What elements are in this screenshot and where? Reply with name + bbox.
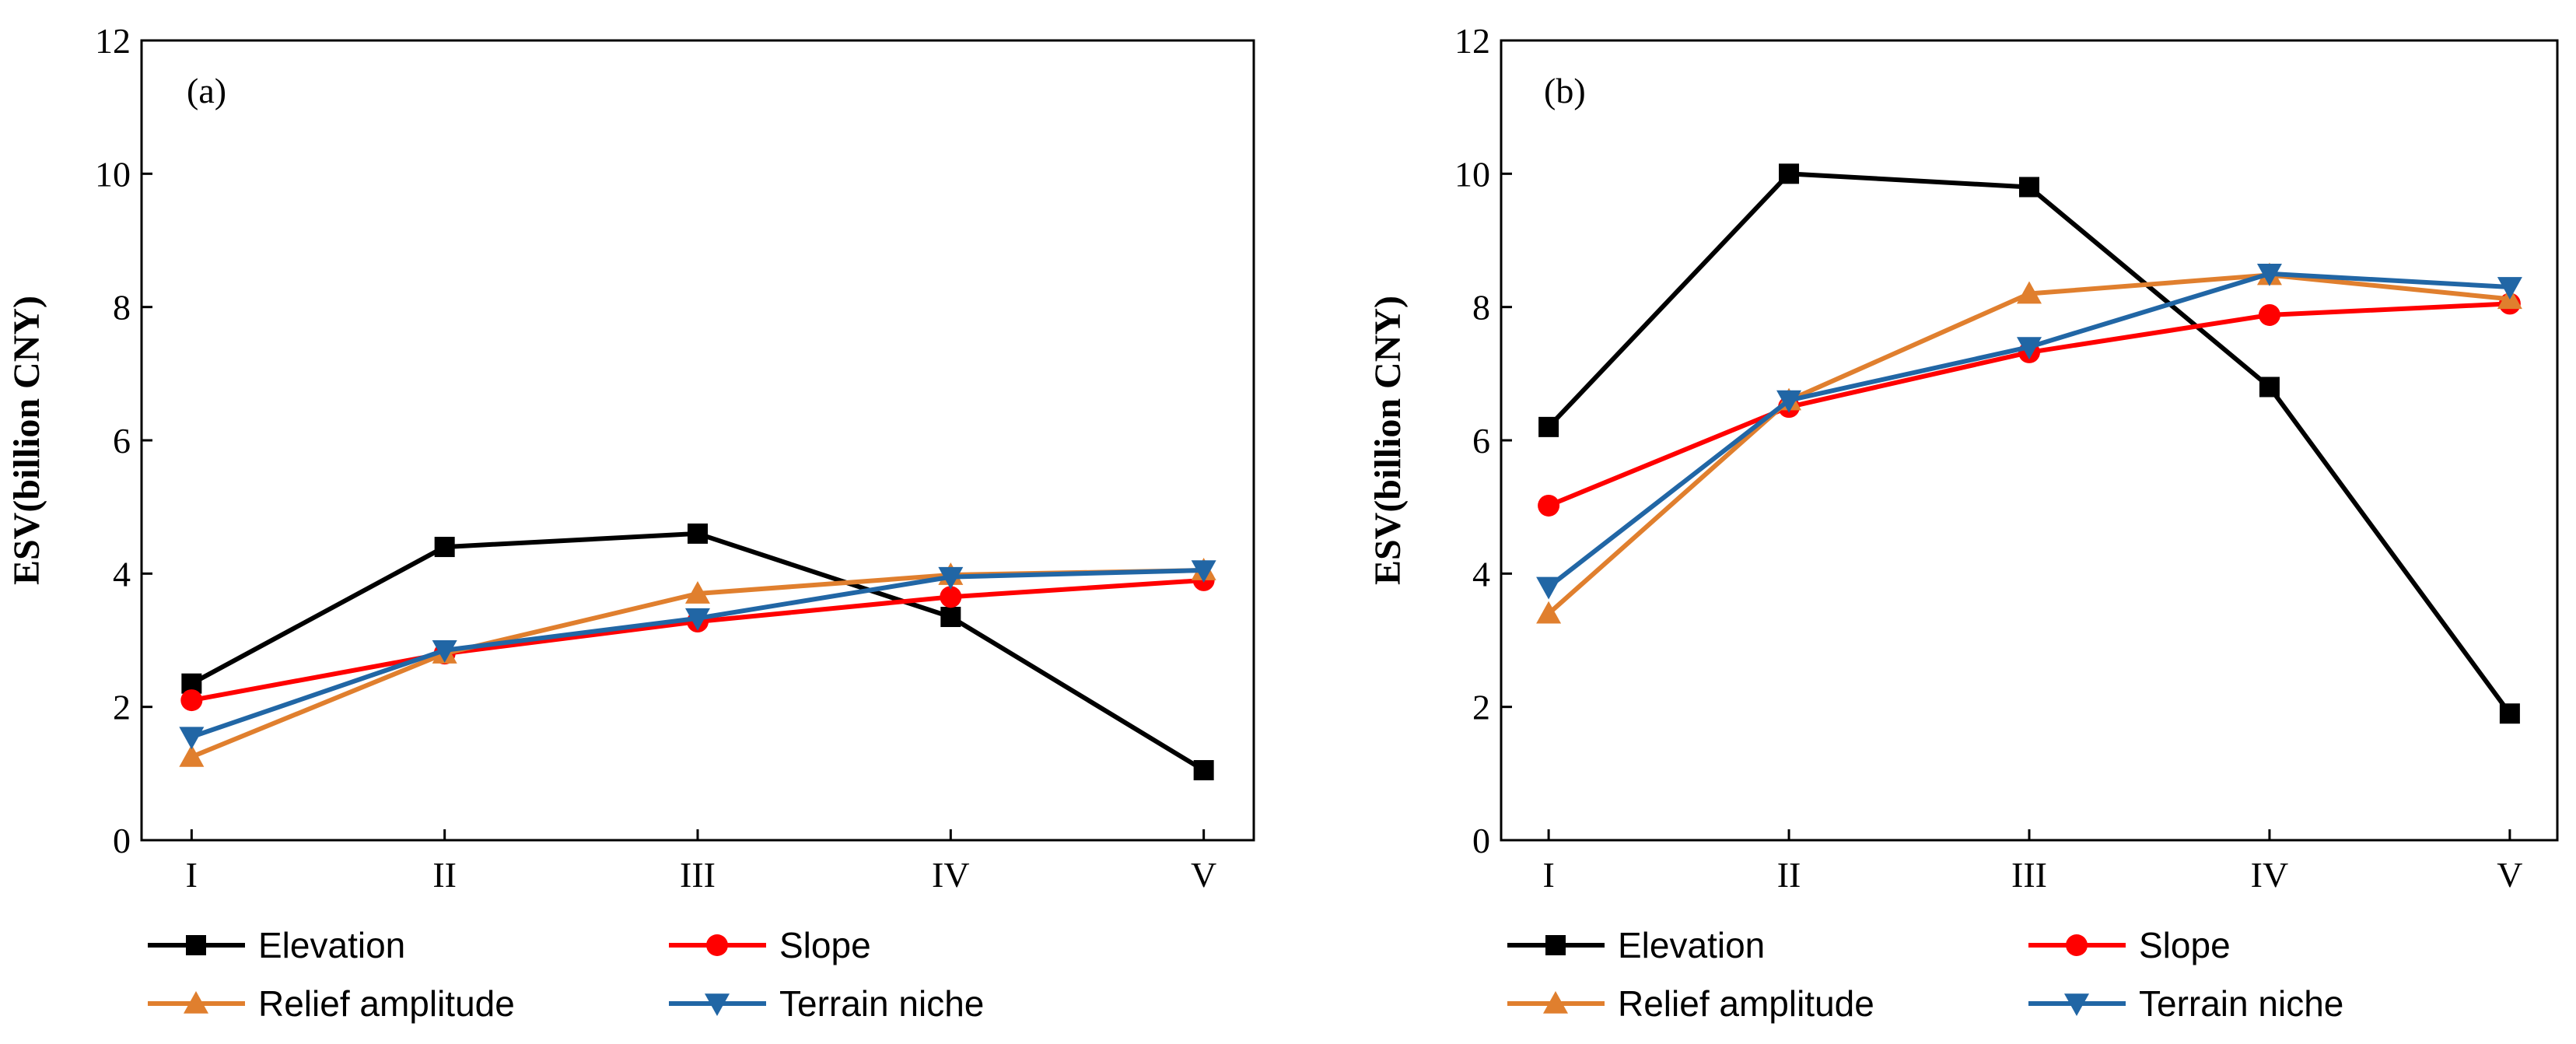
panel-a-series-terrain-niche-point: [179, 727, 205, 750]
panel-a-legend-elevation: Elevation: [148, 925, 405, 965]
panel-a-series-elevation-point: [434, 537, 455, 558]
panel-a-y-tick-label: 10: [95, 154, 131, 194]
panel-b-legend-elevation-label: Elevation: [1618, 925, 1765, 965]
panel-a-series-terrain-niche-point: [938, 566, 964, 590]
panel-a-legend-terrain-niche-label: Terrain niche: [779, 983, 984, 1024]
panel-a-y-tick-label: 6: [113, 421, 131, 461]
panel-b-y-tick-label: 0: [1472, 821, 1490, 860]
panel-b-series-terrain-niche-point: [2497, 277, 2522, 300]
panel-b-legend-relief-amplitude-swatch-marker: [1543, 991, 1568, 1014]
panel-a-legend-terrain-niche: Terrain niche: [669, 983, 984, 1024]
panel-b-legend-slope: Slope: [2028, 925, 2231, 965]
panel-a-x-tick-label: I: [186, 855, 198, 895]
panel-b-series-terrain-niche-point: [2256, 264, 2282, 286]
panel-a-legend-elevation-swatch-marker: [186, 935, 206, 955]
panel-b-series-elevation-point: [2499, 703, 2520, 724]
panel-b-plot-frame: [1500, 39, 2559, 842]
panel-b-series-elevation: [1538, 163, 2520, 724]
panel-b-y-tick-label: 12: [1454, 21, 1490, 61]
panel-b-series-terrain-niche-point: [1776, 390, 1802, 413]
panel-b-series-elevation-point: [1779, 163, 1800, 184]
panel-a-x-tick-label: V: [1191, 855, 1216, 895]
panel-b-series-slope-point: [2258, 303, 2280, 326]
panel-a-plot-frame: [140, 39, 1255, 842]
panel-a-legend-slope-label: Slope: [779, 925, 871, 965]
panel-a-series-elevation-point: [688, 523, 708, 544]
panel-a-x-tick-label: IV: [932, 855, 970, 895]
panel-b-legend-slope-label: Slope: [2139, 925, 2231, 965]
panel-a-y-tick-label: 12: [95, 21, 131, 61]
panel-a-legend-terrain-niche-swatch-marker: [705, 993, 730, 1016]
panel-a-series-elevation-point: [940, 607, 961, 628]
panel-b-y-tick-label: 2: [1472, 688, 1490, 727]
panel-b-legend: Elevation Slope Relief amplitude Terrain ni…: [1507, 925, 2343, 1024]
panel-b-x-tick-label: V: [2497, 855, 2522, 895]
panel-b-legend-slope-swatch-marker: [2066, 934, 2088, 956]
panel-a-legend-relief-amplitude: Relief amplitude: [148, 983, 515, 1024]
panel-b-legend-terrain-niche-label: Terrain niche: [2139, 983, 2343, 1024]
panel-b-y-axis-title: ESV(billion CNY): [1367, 296, 1409, 585]
panel-b-y-tick-label: 8: [1472, 288, 1490, 328]
panel-b-series-terrain-niche-point: [1536, 576, 1562, 600]
panel-b-x-tick-label: II: [1777, 855, 1801, 895]
panel-a-panel-label: (a): [187, 71, 226, 110]
panel-b-series-elevation-point: [1538, 416, 1559, 437]
panel-b-series-elevation-point: [2259, 377, 2280, 398]
panel-b-x-tick-label: III: [2011, 855, 2047, 895]
panel-b-y-tick-label: 10: [1454, 154, 1490, 194]
panel-a-legend: Elevation Slope Relief amplitude Terrain ni…: [148, 925, 984, 1024]
panel-a-legend-elevation-label: Elevation: [258, 925, 405, 965]
panel-b-series-relief-amplitude: [1536, 262, 2522, 624]
panel-b-x-tick-label: IV: [2251, 855, 2289, 895]
panel-a-series-elevation-point: [1193, 760, 1214, 781]
panel-a-series-relief-amplitude-point: [179, 744, 205, 767]
panel-b-series-elevation-line: [1546, 171, 2512, 716]
panel-a-legend-relief-amplitude-label: Relief amplitude: [258, 983, 515, 1024]
panel-a-y-axis-title: ESV(billion CNY): [6, 296, 47, 585]
panel-a-series-slope-point: [940, 586, 962, 608]
panel-a-y-tick-label: 0: [113, 821, 131, 860]
panel-b-legend-terrain-niche-swatch-marker: [2064, 993, 2089, 1016]
panel-b-series-terrain-niche-line: [1547, 271, 2511, 589]
panel-a-series-elevation: [181, 523, 1214, 781]
panel-b-legend-relief-amplitude: Relief amplitude: [1507, 983, 1874, 1024]
panel-a-series-relief-amplitude-point: [685, 581, 710, 604]
panel-b-series-slope-point: [1538, 494, 1560, 517]
panel-a-series-terrain-niche-point: [685, 608, 710, 631]
panel-a-x-tick-label: II: [432, 855, 457, 895]
panel-a-legend-relief-amplitude-swatch-marker: [184, 991, 208, 1014]
panel-a-y-tick-label: 8: [113, 288, 131, 328]
panel-b-legend-elevation-swatch-marker: [1545, 935, 1566, 955]
panel-b-x-tick-label: I: [1542, 855, 1554, 895]
panel-a-x-tick-label: III: [680, 855, 716, 895]
panel-b-series-relief-amplitude-point: [2017, 281, 2042, 304]
panel-a-y-tick-label: 4: [113, 554, 131, 594]
panel-a-series-elevation-line: [190, 531, 1206, 772]
panel-a-series-terrain-niche-point: [432, 640, 457, 663]
panel-a-series-slope-point: [180, 689, 203, 712]
panel-a-y-tick-label: 2: [113, 688, 131, 727]
panel-b-legend-relief-amplitude-label: Relief amplitude: [1618, 983, 1874, 1024]
panel-b-legend-terrain-niche: Terrain niche: [2028, 983, 2343, 1024]
panel-b-series-elevation-point: [2019, 177, 2039, 198]
panel-a-legend-slope: Slope: [669, 925, 871, 965]
panel-b-y-tick-label: 6: [1472, 421, 1490, 461]
panel-a-series-terrain-niche-point: [1191, 560, 1216, 583]
panel-b-y-tick-label: 4: [1472, 554, 1490, 594]
panel-a-series-terrain-niche: [179, 560, 1216, 750]
panel-b-series-relief-amplitude-point: [1536, 601, 1562, 624]
panel-b-legend-elevation: Elevation: [1507, 925, 1765, 965]
panel-b-panel-label: (b): [1544, 71, 1586, 110]
panel-a-legend-slope-swatch-marker: [706, 934, 728, 956]
panel-b-series-terrain-niche: [1536, 264, 2522, 600]
panel-b-series-terrain-niche-point: [2017, 337, 2042, 360]
